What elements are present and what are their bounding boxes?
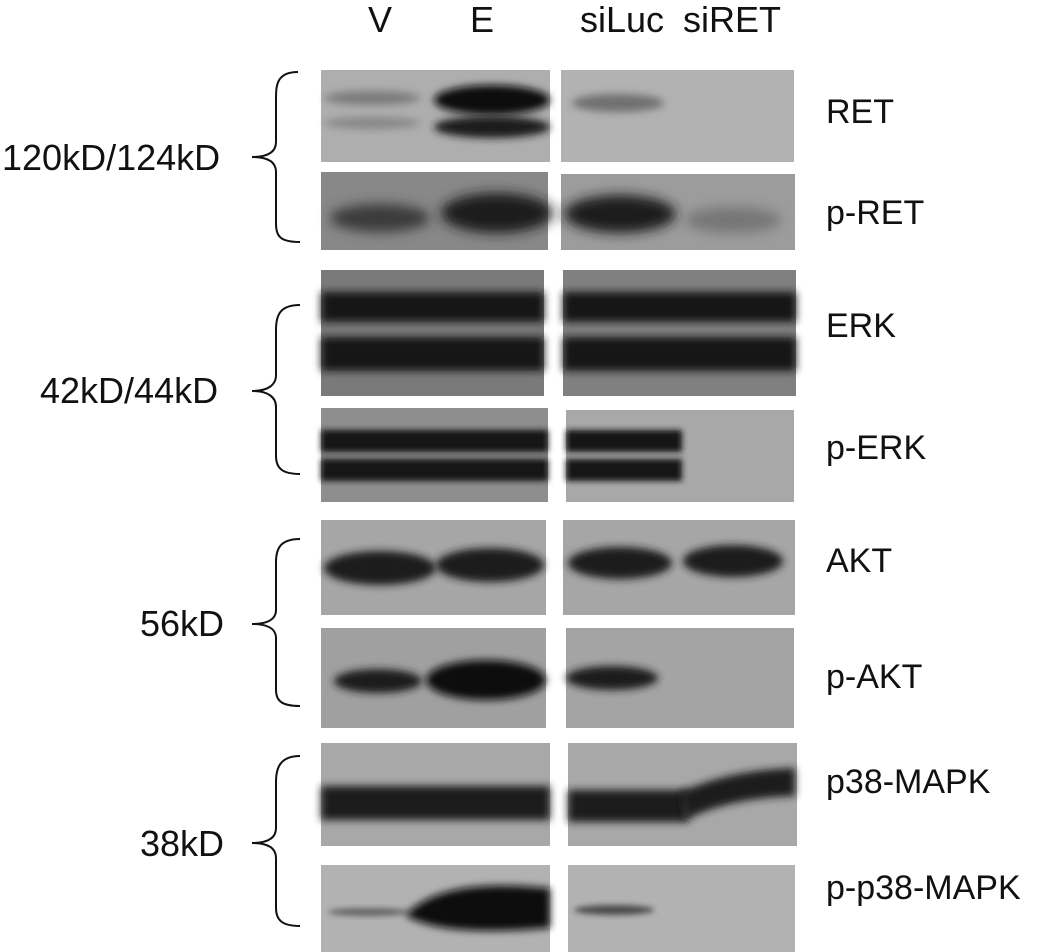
band-perk-left-top [321,430,548,452]
band-akt-siluc [568,547,672,579]
band-erk-right-top [563,292,796,322]
band-pp38-v [328,908,408,916]
protein-label-p-ret: p-RET [826,194,925,232]
band-pakt-v [334,669,422,693]
band-ret-siluc [572,94,664,112]
brace-erk [251,304,301,475]
band-erk-right-bottom [563,337,796,371]
band-akt-e [436,548,544,582]
band-erk-left-bottom [321,337,544,371]
protein-label-ret: RET [826,93,894,131]
lane-label-v: V [368,0,393,40]
lane-label-e: E [470,0,495,40]
band-pp38-e [405,885,550,931]
panel-perk-right [566,410,794,502]
protein-label-p-p38: p-p38-MAPK [826,869,1021,907]
mw-label-ret: 120kD/124kD [2,137,221,178]
protein-label-erk: ERK [826,307,896,345]
protein-label-akt: AKT [826,542,893,580]
protein-label-p-erk: p-ERK [826,429,927,467]
brace-ret [251,71,301,243]
panel-perk-left [321,408,548,502]
band-erk-left-top [321,292,544,322]
band-perk-siluc-top [566,430,682,452]
band-pret-e [441,193,553,233]
panel-ret-right [561,70,794,162]
band-ret-v-bottom [324,117,420,129]
band-pakt-e [426,660,546,700]
band-p38-siluc [568,790,688,822]
band-ret-e-top [434,85,550,115]
band-akt-v [324,551,436,585]
mw-label-p38: 38kD [140,823,225,864]
brace-akt [251,538,301,707]
band-p38-siret [680,768,795,820]
brace-p38 [251,755,301,927]
band-akt-siret [683,545,783,577]
protein-label-p38: p38-MAPK [826,763,991,801]
mw-label-akt: 56kD [140,603,225,644]
band-pret-v [330,204,430,232]
band-pret-siluc [564,195,676,233]
band-pret-siret [685,207,781,233]
lane-label-siret: siRET [683,0,781,40]
panel-ret-left [321,70,550,162]
band-p38-left [321,786,550,820]
band-ret-e-bottom [434,116,550,138]
panel-erk-left [321,270,544,396]
band-pp38-siluc [574,905,654,915]
band-pakt-siluc [566,666,658,690]
panel-erk-right [563,270,796,396]
band-perk-siluc-bottom [566,459,682,481]
mw-label-erk: 42kD/44kD [40,370,219,411]
bands [321,85,796,931]
band-ret-v-top [324,91,420,105]
brace-group [251,71,301,927]
band-perk-left-bottom [321,459,548,481]
lane-label-siluc: siLuc [580,0,665,40]
protein-label-p-akt: p-AKT [826,658,923,696]
